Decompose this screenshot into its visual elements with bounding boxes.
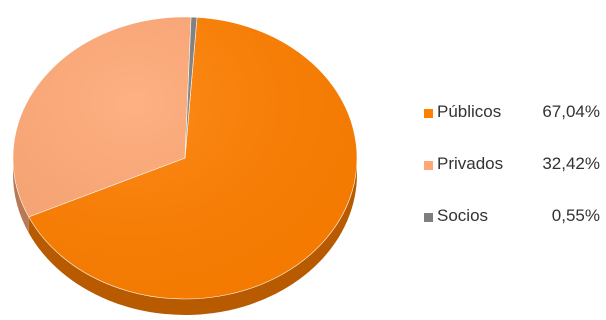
legend-value-publicos: 67,04% (542, 102, 600, 121)
legend-item-publicos: Públicos 67,04% (424, 102, 604, 154)
legend-value-privados: 32,42% (542, 154, 600, 173)
legend-value-socios: 0,55% (551, 206, 600, 225)
legend-label-privados: Privados (437, 154, 504, 173)
legend-swatch-socios (424, 213, 433, 222)
legend: Públicos 67,04% Privados 32,42% Socios 0… (424, 102, 604, 258)
legend-label-socios: Socios (437, 206, 489, 225)
pie-top (12, 16, 358, 300)
legend-swatch-privados (424, 161, 433, 170)
legend-swatch-publicos (424, 109, 433, 118)
legend-item-privados: Privados 32,42% (424, 154, 604, 206)
legend-item-socios: Socios 0,55% (424, 206, 604, 258)
legend-label-publicos: Públicos (437, 102, 502, 121)
